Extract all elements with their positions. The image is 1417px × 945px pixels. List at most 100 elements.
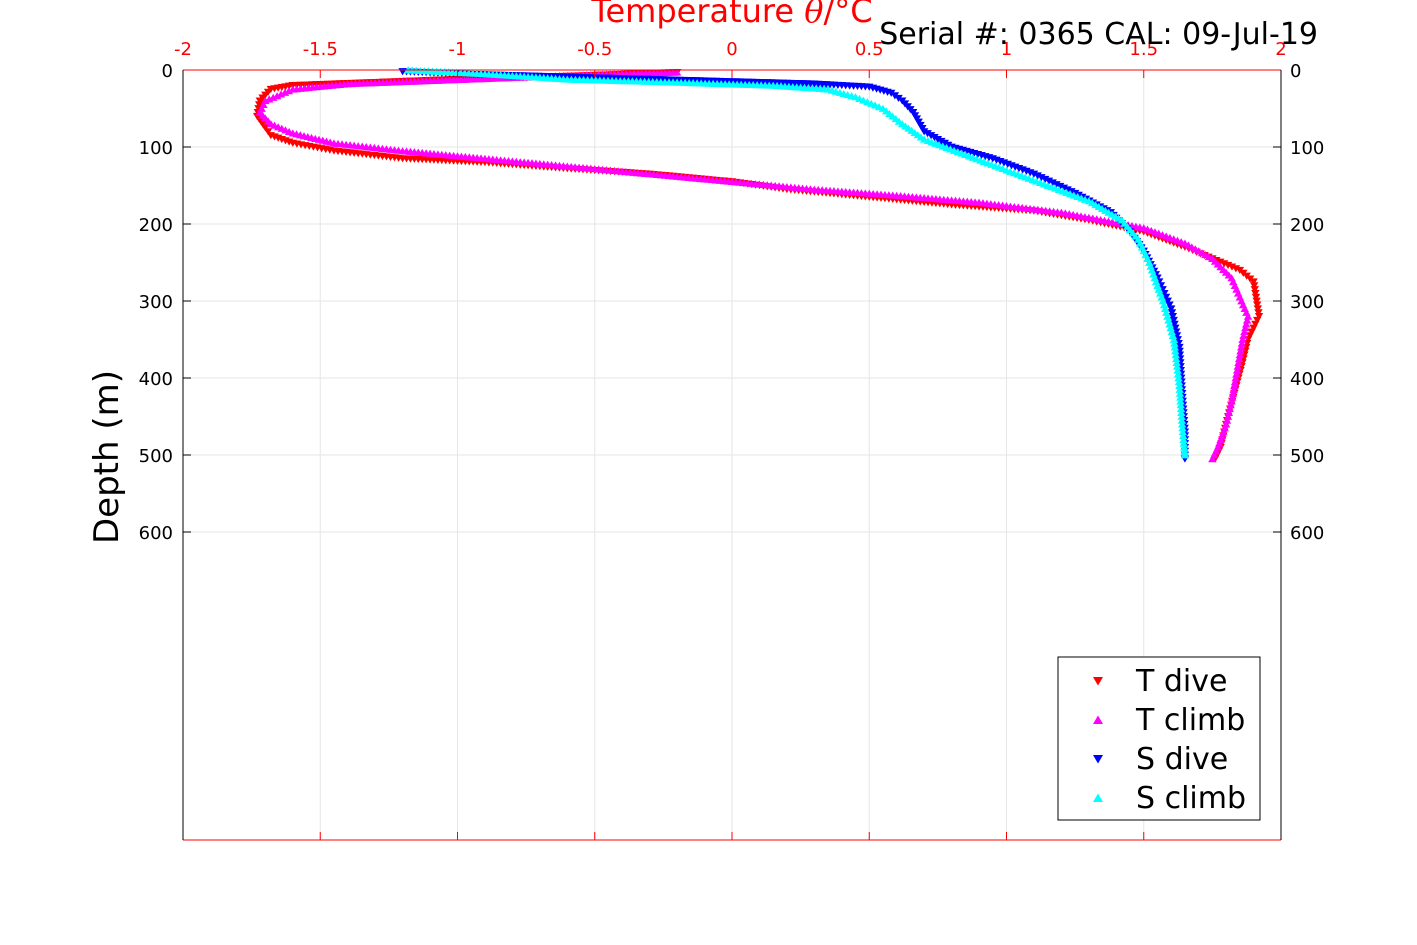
- data-point: [1235, 351, 1245, 359]
- data-points: [252, 66, 1264, 463]
- data-point: [1253, 301, 1262, 309]
- x-tick-label: -0.5: [577, 39, 612, 60]
- data-point: [1242, 316, 1252, 324]
- series-t-climb: [255, 68, 1253, 463]
- data-point: [1175, 385, 1184, 393]
- y-tick-label-left: 400: [139, 369, 173, 390]
- x-tick-label: 1.5: [1129, 39, 1158, 60]
- data-point: [1175, 381, 1184, 390]
- data-point: [1174, 378, 1184, 386]
- data-point: [1178, 424, 1187, 432]
- data-point: [1168, 331, 1178, 340]
- data-point: [1180, 447, 1189, 455]
- data-point: [1251, 293, 1261, 301]
- data-point: [1208, 455, 1217, 463]
- data-point: [1176, 405, 1186, 413]
- data-point: [1234, 358, 1243, 366]
- legend-label: T climb: [1135, 703, 1245, 738]
- data-point: [887, 89, 896, 97]
- data-point: [894, 94, 903, 103]
- data-point: [1227, 397, 1236, 405]
- data-point: [923, 130, 932, 138]
- data-point: [1232, 366, 1242, 374]
- data-point: [1172, 354, 1181, 363]
- data-point: [933, 135, 943, 144]
- data-point: [1234, 354, 1244, 363]
- data-point: [1253, 305, 1263, 313]
- serial-calibration-label: Serial #: 0365 CAL: 09-Jul-19: [879, 17, 1318, 52]
- x-tick-label: 2: [1275, 39, 1286, 60]
- legend: T dive T climb S dive S climb: [1057, 656, 1261, 821]
- legend-marker: [1093, 793, 1103, 802]
- series-s-climb: [403, 66, 1190, 459]
- data-point: [937, 137, 946, 146]
- data-point: [1177, 420, 1187, 428]
- y-tick-label-left: 500: [139, 446, 173, 467]
- data-point: [1172, 362, 1182, 370]
- data-point: [1232, 370, 1241, 378]
- data-point: [1176, 401, 1186, 409]
- data-point: [1223, 412, 1233, 420]
- data-point: [1175, 389, 1185, 397]
- y-tick-label-right: 600: [1290, 523, 1324, 544]
- x-tick-label: -2: [174, 39, 192, 60]
- y-tick-label-left: 200: [139, 215, 173, 236]
- legend-label: S dive: [1136, 742, 1228, 777]
- y-axis-label: Depth (m): [87, 370, 127, 544]
- data-point: [919, 128, 929, 136]
- data-point: [1249, 324, 1258, 332]
- data-point: [1170, 320, 1179, 328]
- data-point: [1230, 381, 1239, 390]
- data-point: [1173, 366, 1182, 374]
- data-point: [1171, 347, 1180, 355]
- data-point: [1169, 316, 1178, 325]
- data-point: [1162, 308, 1171, 316]
- data-point: [926, 132, 936, 140]
- data-point: [1228, 389, 1238, 397]
- data-point: [1169, 335, 1179, 343]
- y-tick-label-left: 0: [162, 61, 173, 82]
- data-point: [1249, 282, 1259, 290]
- data-point: [1238, 335, 1247, 343]
- x-tick-label: 0.5: [855, 39, 884, 60]
- data-point: [1229, 385, 1238, 393]
- data-point: [1163, 312, 1172, 320]
- legend-label: T dive: [1135, 664, 1227, 699]
- data-point: [890, 92, 900, 100]
- x-tick-label: -1.5: [303, 39, 338, 60]
- data-point: [943, 141, 953, 149]
- data-point: [1237, 339, 1247, 347]
- data-point: [1179, 435, 1188, 443]
- data-point: [1253, 316, 1262, 325]
- data-point: [1228, 393, 1237, 401]
- data-point: [1172, 358, 1181, 366]
- data-point: [1165, 301, 1174, 309]
- data-point: [1070, 189, 1080, 197]
- data-point: [1247, 328, 1256, 336]
- data-point: [1174, 374, 1183, 382]
- data-point: [1163, 297, 1172, 305]
- data-point: [1222, 416, 1232, 424]
- data-point: [1177, 408, 1186, 417]
- data-point: [1179, 431, 1188, 440]
- data-point: [1236, 343, 1246, 351]
- data-point: [1165, 320, 1174, 328]
- data-point: [1161, 293, 1171, 301]
- y-tick-label-right: 200: [1290, 215, 1324, 236]
- data-point: [1171, 351, 1180, 359]
- data-point: [1168, 313, 1178, 321]
- data-point: [940, 139, 949, 147]
- data-point: [1225, 405, 1234, 413]
- series-s-dive: [398, 68, 1190, 463]
- y-tick-label-left: 600: [139, 523, 173, 544]
- data-point: [1243, 312, 1253, 320]
- data-point: [1179, 439, 1189, 447]
- data-point: [1241, 324, 1250, 332]
- y-tick-label-right: 0: [1290, 61, 1301, 82]
- data-point: [1176, 393, 1185, 401]
- data-point: [1233, 362, 1242, 370]
- data-point: [255, 97, 265, 105]
- data-point: [263, 128, 273, 136]
